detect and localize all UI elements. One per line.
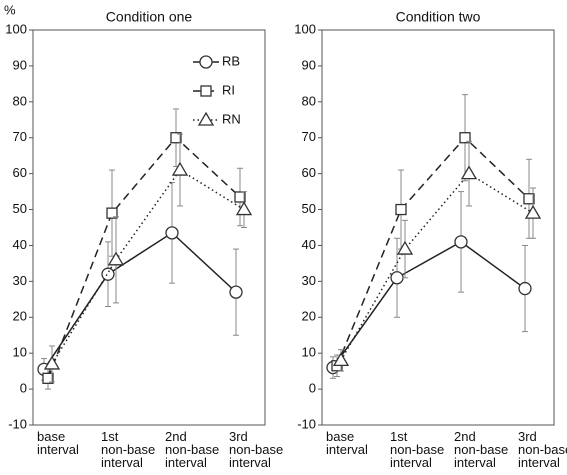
y-tick-label: 60 (13, 165, 27, 180)
series-line (43, 231, 237, 370)
marker (523, 193, 535, 205)
y-tick-label: 0 (309, 381, 316, 396)
x-tick-label: 3rd non-base interval (518, 429, 567, 470)
marker (332, 352, 350, 367)
marker (454, 235, 468, 249)
legend-label: RB (222, 53, 240, 68)
y-tick-label: 70 (13, 129, 27, 144)
marker (165, 226, 179, 240)
y-tick-label: 0 (20, 381, 27, 396)
y-tick-label: 10 (302, 345, 316, 360)
y-tick-label: 30 (13, 273, 27, 288)
y-tick-label: -10 (8, 416, 27, 431)
y-tick-label: 70 (302, 129, 316, 144)
y-tick-label: 50 (302, 201, 316, 216)
legend-label: RI (222, 82, 235, 97)
chart-panel: Condition one% -10 0 10 20 30 40 50 60 70 80 90 100 b… (4, 2, 283, 470)
marker (234, 191, 246, 203)
y-tick-label: 50 (13, 201, 27, 216)
y-tick-label: 90 (302, 57, 316, 72)
marker (42, 372, 54, 384)
y-tick-label: 80 (302, 93, 316, 108)
y-tick-label: 20 (302, 309, 316, 324)
y-tick-label: 40 (302, 237, 316, 252)
marker (390, 271, 404, 285)
y-tick-label: 40 (13, 237, 27, 252)
series-line (51, 169, 245, 365)
x-tick-label: base interval (326, 429, 368, 457)
legend-marker (200, 85, 212, 97)
y-tick-label: 80 (13, 93, 27, 108)
x-tick-label: 1st non-base interval (101, 429, 155, 470)
series-line (340, 172, 534, 361)
plot-frame (321, 29, 555, 426)
marker (171, 161, 189, 176)
chart-panel: Condition two -10 0 10 20 30 40 50 60 70 80 90 100 ba… (294, 9, 567, 471)
marker (170, 132, 182, 144)
x-tick-label: 2nd non-base interval (454, 429, 508, 470)
marker (460, 165, 478, 180)
y-tick-label: -10 (297, 416, 316, 431)
marker (459, 132, 471, 144)
x-tick-label: 1st non-base interval (390, 429, 444, 470)
marker (524, 204, 542, 219)
y-tick-label: 30 (302, 273, 316, 288)
plot-frame (32, 29, 266, 426)
legend-marker (197, 111, 215, 126)
marker (395, 203, 407, 216)
marker (396, 240, 414, 255)
marker (518, 281, 532, 296)
chart-title: Condition one (106, 9, 193, 25)
y-tick-label: 10 (13, 345, 27, 360)
marker (101, 267, 115, 281)
x-tick-label: 2nd non-base interval (165, 429, 219, 470)
marker (106, 207, 118, 219)
series-line (336, 136, 530, 367)
marker (107, 251, 125, 266)
x-tick-label: 3rd non-base interval (229, 429, 283, 470)
chart-title: Condition two (396, 9, 481, 25)
y-axis-label: % (4, 2, 16, 17)
marker (229, 285, 243, 299)
y-tick-label: 90 (13, 57, 27, 72)
marker (43, 355, 61, 370)
y-tick-label: 100 (5, 21, 27, 36)
x-tick-label: base interval (37, 429, 79, 457)
y-tick-label: 100 (294, 21, 316, 36)
y-tick-label: 20 (13, 309, 27, 324)
y-tick-label: 60 (302, 165, 316, 180)
legend-label: RN (222, 111, 241, 126)
series-line (332, 240, 526, 368)
legend-marker (199, 55, 213, 69)
marker (235, 201, 253, 216)
series-line (47, 136, 241, 379)
